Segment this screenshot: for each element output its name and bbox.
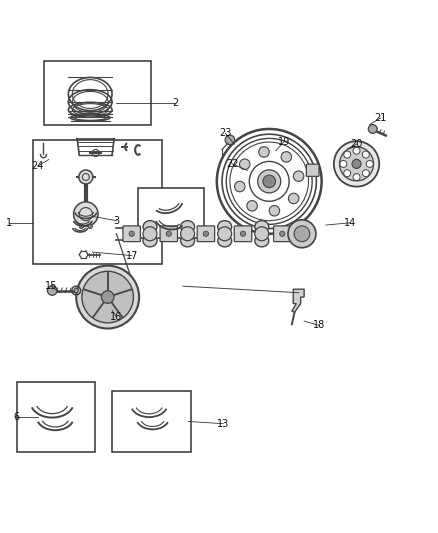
- Text: 24: 24: [32, 161, 44, 171]
- FancyBboxPatch shape: [160, 226, 177, 241]
- Text: 19: 19: [278, 137, 290, 147]
- Circle shape: [344, 169, 351, 177]
- Text: 14: 14: [344, 218, 356, 228]
- Circle shape: [263, 175, 276, 188]
- Circle shape: [76, 265, 139, 328]
- Ellipse shape: [180, 221, 194, 233]
- Ellipse shape: [255, 235, 269, 247]
- Circle shape: [79, 170, 93, 184]
- Text: 22: 22: [226, 159, 238, 169]
- FancyBboxPatch shape: [197, 226, 215, 241]
- Text: 23: 23: [219, 128, 232, 139]
- Circle shape: [353, 174, 360, 181]
- Circle shape: [225, 135, 235, 144]
- Circle shape: [353, 147, 360, 154]
- Circle shape: [340, 160, 347, 167]
- Circle shape: [289, 193, 299, 204]
- Text: 21: 21: [374, 113, 387, 123]
- Ellipse shape: [180, 235, 194, 247]
- Bar: [138, 188, 204, 238]
- Circle shape: [269, 206, 279, 216]
- Circle shape: [240, 231, 246, 236]
- Circle shape: [255, 227, 269, 241]
- Text: 2: 2: [172, 98, 178, 108]
- Circle shape: [47, 286, 57, 295]
- Circle shape: [88, 224, 92, 229]
- Bar: [33, 140, 162, 264]
- Circle shape: [334, 141, 379, 187]
- Circle shape: [344, 151, 351, 158]
- Circle shape: [101, 291, 114, 303]
- Circle shape: [74, 202, 98, 227]
- Circle shape: [366, 160, 373, 167]
- Text: 3: 3: [113, 216, 120, 225]
- Circle shape: [294, 226, 310, 241]
- FancyBboxPatch shape: [306, 164, 319, 176]
- Circle shape: [281, 152, 292, 162]
- Circle shape: [79, 224, 84, 229]
- Circle shape: [82, 271, 134, 323]
- Circle shape: [74, 288, 78, 293]
- Circle shape: [240, 159, 250, 169]
- Circle shape: [143, 227, 157, 241]
- Text: 17: 17: [126, 251, 138, 261]
- Text: 18: 18: [313, 320, 325, 330]
- Text: 15: 15: [45, 281, 57, 291]
- Bar: [112, 391, 191, 452]
- Circle shape: [129, 231, 134, 236]
- Circle shape: [259, 147, 269, 157]
- Ellipse shape: [143, 235, 157, 247]
- Bar: [44, 61, 151, 125]
- Circle shape: [280, 231, 285, 236]
- Bar: [17, 382, 95, 452]
- Circle shape: [288, 220, 316, 248]
- Circle shape: [235, 181, 245, 192]
- FancyBboxPatch shape: [274, 226, 291, 241]
- Text: 6: 6: [13, 412, 19, 422]
- Circle shape: [362, 169, 369, 177]
- Circle shape: [166, 231, 171, 236]
- Text: 16: 16: [110, 312, 123, 322]
- Ellipse shape: [143, 221, 157, 233]
- Text: 20: 20: [350, 139, 363, 149]
- Text: 1: 1: [6, 218, 12, 228]
- Ellipse shape: [255, 221, 269, 233]
- Circle shape: [203, 231, 208, 236]
- FancyBboxPatch shape: [234, 226, 252, 241]
- Circle shape: [352, 159, 361, 168]
- Polygon shape: [292, 289, 304, 312]
- Circle shape: [180, 227, 194, 241]
- Circle shape: [339, 147, 374, 181]
- Circle shape: [258, 170, 281, 193]
- FancyBboxPatch shape: [123, 226, 141, 241]
- Ellipse shape: [218, 235, 232, 247]
- Ellipse shape: [218, 221, 232, 233]
- Circle shape: [247, 200, 257, 211]
- Text: 13: 13: [217, 419, 230, 429]
- Circle shape: [368, 125, 377, 133]
- Circle shape: [362, 151, 369, 158]
- Circle shape: [293, 171, 304, 181]
- Circle shape: [218, 227, 232, 241]
